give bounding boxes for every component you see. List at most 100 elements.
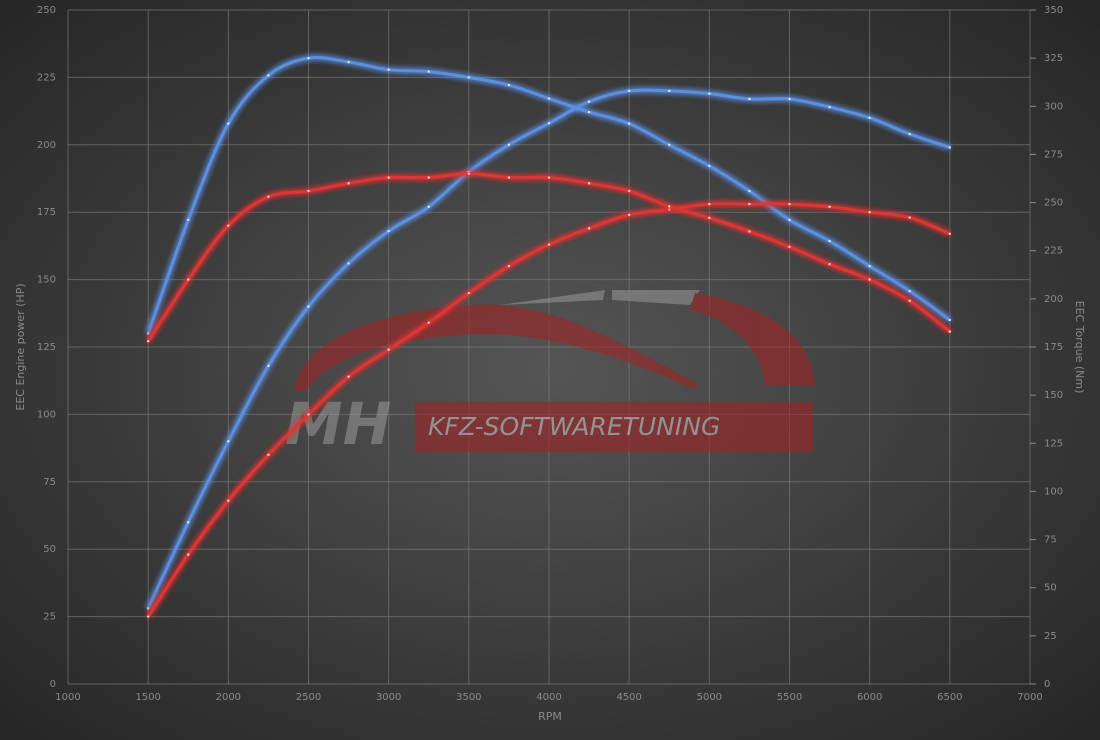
point bbox=[427, 176, 430, 179]
point bbox=[828, 262, 831, 266]
point bbox=[868, 264, 871, 268]
point bbox=[547, 122, 551, 125]
point bbox=[387, 68, 390, 71]
x-tick-label: 6000 bbox=[857, 692, 882, 703]
point bbox=[748, 230, 751, 233]
point bbox=[307, 56, 310, 60]
x-tick-label: 5000 bbox=[697, 692, 722, 703]
point bbox=[307, 413, 310, 416]
point bbox=[427, 321, 430, 324]
point bbox=[267, 195, 270, 198]
point bbox=[146, 340, 150, 343]
series-line bbox=[146, 56, 951, 335]
point bbox=[427, 70, 430, 73]
point bbox=[708, 202, 711, 206]
point bbox=[948, 330, 952, 333]
y-tick-label: 100 bbox=[37, 409, 56, 420]
point bbox=[908, 289, 911, 293]
point bbox=[587, 110, 591, 114]
point bbox=[307, 189, 310, 193]
point bbox=[146, 607, 150, 610]
point bbox=[267, 364, 270, 368]
point bbox=[788, 97, 791, 101]
point bbox=[227, 440, 230, 443]
point bbox=[868, 211, 871, 214]
point bbox=[948, 146, 952, 149]
series-line bbox=[146, 88, 951, 610]
point bbox=[507, 83, 511, 87]
point bbox=[307, 305, 310, 308]
y2-tick-label: 225 bbox=[1044, 246, 1063, 257]
x-tick-label: 2500 bbox=[296, 692, 321, 703]
point bbox=[828, 205, 831, 209]
point bbox=[668, 143, 671, 146]
point bbox=[587, 227, 591, 230]
point bbox=[868, 116, 871, 120]
y2-tick-label: 175 bbox=[1044, 342, 1063, 353]
point bbox=[507, 143, 511, 146]
point bbox=[908, 132, 911, 136]
point bbox=[187, 218, 190, 222]
point bbox=[788, 202, 791, 206]
y2-tick-label: 150 bbox=[1044, 390, 1063, 401]
point bbox=[547, 97, 551, 100]
y-tick-label: 225 bbox=[37, 72, 56, 83]
y-tick-label: 25 bbox=[43, 612, 56, 623]
point bbox=[347, 60, 350, 64]
x-tick-label: 5500 bbox=[777, 692, 802, 703]
point bbox=[267, 74, 270, 77]
point bbox=[587, 182, 591, 185]
point bbox=[467, 172, 471, 175]
point bbox=[627, 189, 631, 193]
x-tick-label: 4000 bbox=[536, 692, 561, 703]
point bbox=[748, 97, 751, 101]
point bbox=[187, 521, 190, 524]
point bbox=[387, 176, 390, 179]
point bbox=[708, 164, 711, 168]
x-tick-label: 3000 bbox=[376, 692, 401, 703]
point bbox=[627, 89, 631, 93]
x-tick-label: 2000 bbox=[216, 692, 241, 703]
point bbox=[868, 278, 871, 281]
point bbox=[547, 176, 551, 179]
watermark-arc bbox=[500, 290, 700, 305]
point bbox=[146, 332, 150, 335]
point bbox=[387, 348, 390, 351]
point bbox=[507, 176, 511, 179]
x-tick-label: 1500 bbox=[135, 692, 160, 703]
point bbox=[748, 202, 751, 206]
y2-tick-label: 200 bbox=[1044, 294, 1063, 305]
y-tick-label: 175 bbox=[37, 207, 56, 218]
watermark-text: MH bbox=[285, 390, 391, 458]
point bbox=[788, 245, 791, 249]
x-axis-label: RPM bbox=[538, 710, 562, 723]
x-tick-label: 6500 bbox=[937, 692, 962, 703]
point bbox=[627, 213, 631, 217]
point bbox=[828, 105, 831, 109]
point bbox=[788, 218, 791, 222]
point bbox=[467, 76, 471, 79]
y-tick-label: 250 bbox=[37, 5, 56, 16]
watermark-text: KFZ-SOFTWARETUNING bbox=[428, 412, 720, 441]
y2-tick-label: 100 bbox=[1044, 486, 1063, 497]
point bbox=[828, 239, 831, 243]
watermark: MH KFZ-SOFTWARETUNING bbox=[285, 290, 815, 458]
y2-tick-label: 325 bbox=[1044, 53, 1063, 64]
y2-tick-label: 275 bbox=[1044, 149, 1063, 160]
y-tick-label: 150 bbox=[37, 275, 56, 286]
y2-tick-label: 0 bbox=[1044, 679, 1050, 690]
watermark-car bbox=[295, 304, 700, 392]
y-tick-label: 125 bbox=[37, 342, 56, 353]
y2-tick-label: 75 bbox=[1044, 535, 1057, 546]
point bbox=[668, 205, 671, 208]
x-tick-label: 1000 bbox=[55, 692, 80, 703]
y2-tick-label: 350 bbox=[1044, 5, 1063, 16]
point bbox=[347, 262, 350, 265]
point bbox=[908, 216, 911, 219]
y2-tick-label: 125 bbox=[1044, 438, 1063, 449]
y-tick-label: 0 bbox=[50, 679, 56, 690]
y2-tick-label: 300 bbox=[1044, 101, 1063, 112]
point bbox=[547, 243, 551, 246]
